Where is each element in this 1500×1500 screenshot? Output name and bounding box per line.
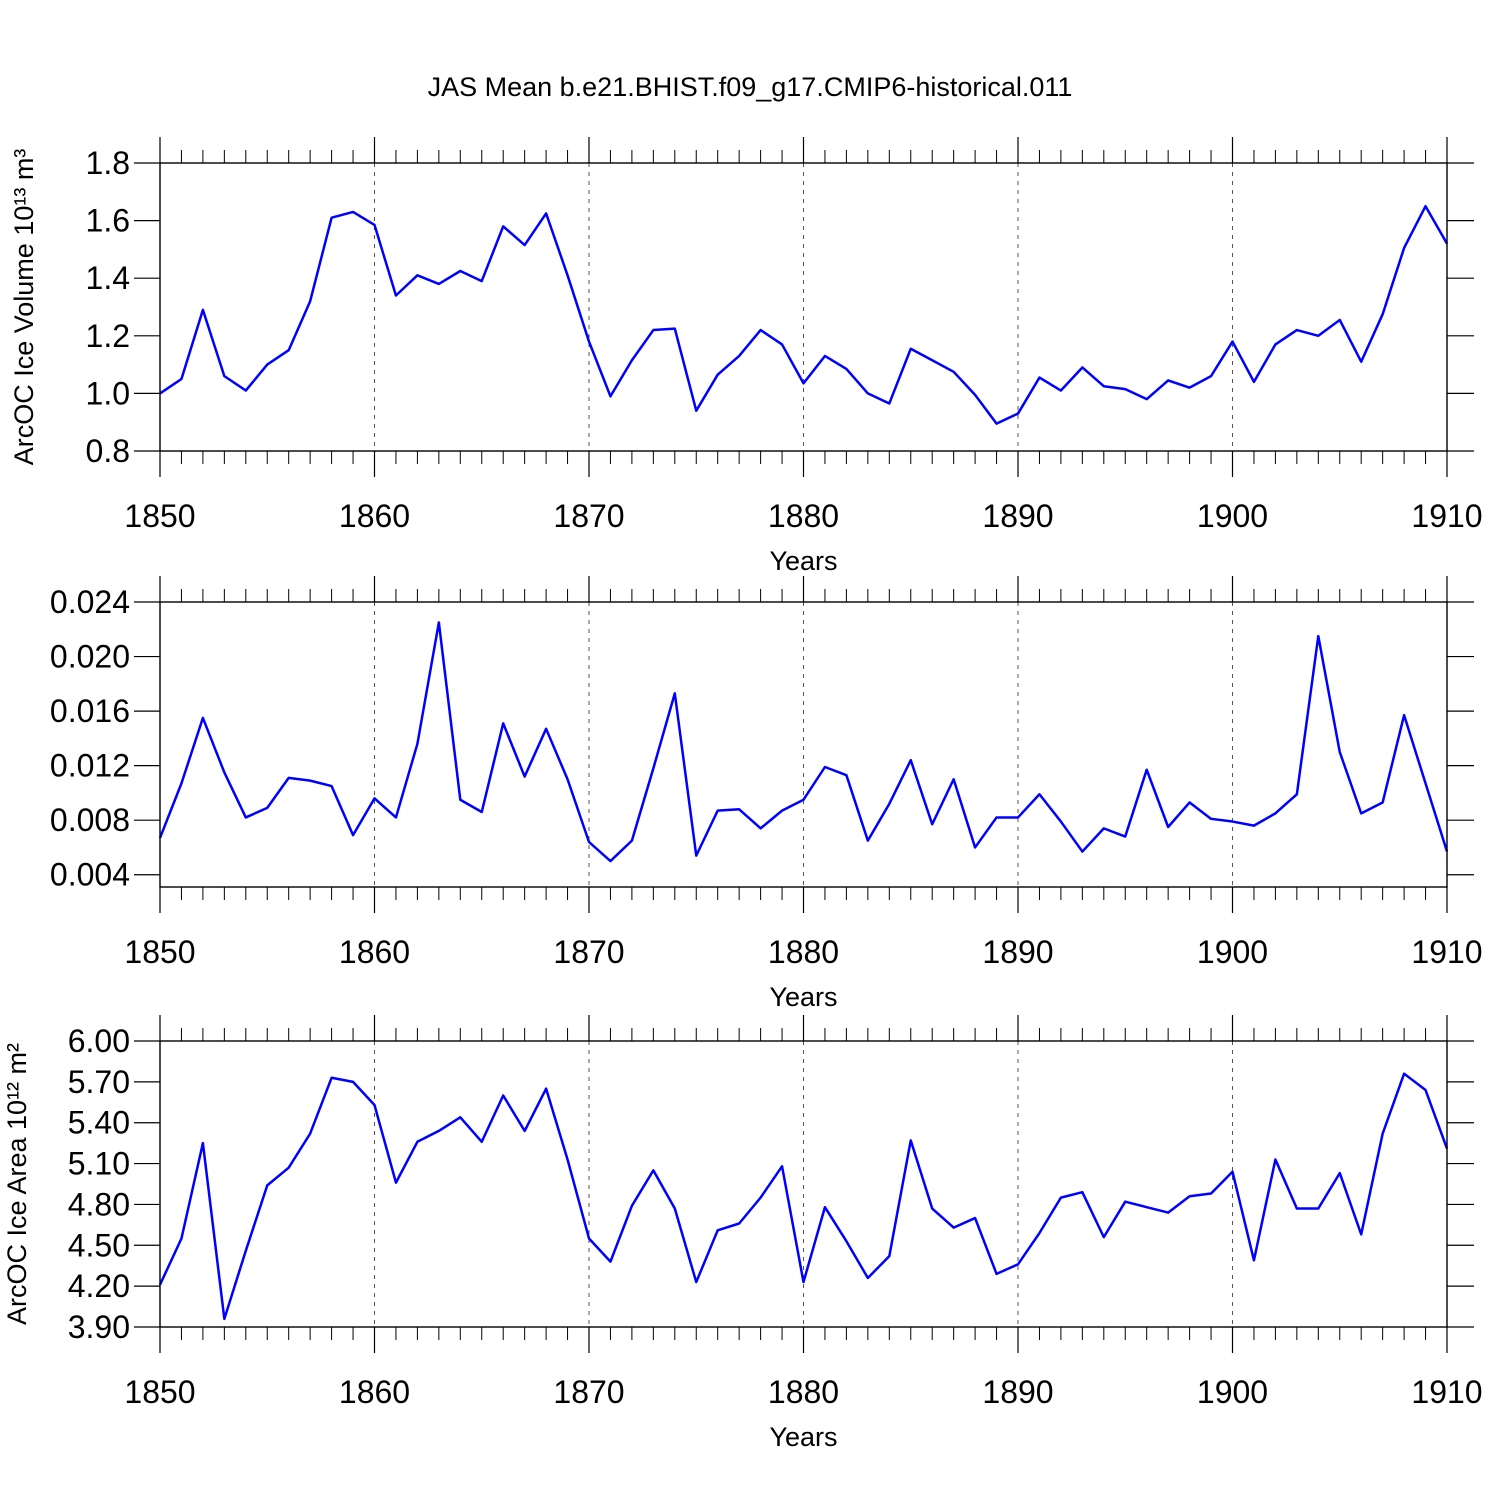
y-tick-label: 1.2 [86, 318, 130, 354]
y-tick-label: 4.20 [68, 1268, 130, 1304]
x-tick-label: 1890 [982, 498, 1053, 534]
y-axis-title: ArcOC Snow Volume 10¹³ m³ [0, 570, 1, 918]
data-line [158, 621, 1449, 863]
x-tick-label: 1880 [768, 934, 839, 970]
x-axis-title: Years [769, 1422, 837, 1452]
y-tick-label: 0.008 [50, 802, 130, 838]
plot-frame [159, 1040, 1448, 1328]
x-tick-label: 1850 [124, 934, 195, 970]
y-axis-title: ArcOC Ice Volume 10¹³ m³ [9, 149, 39, 466]
y-tick-label: 5.70 [68, 1064, 130, 1100]
y-tick-label: 1.8 [86, 145, 130, 181]
x-tick-label: 1880 [768, 1374, 839, 1410]
y-tick-label: 1.0 [86, 375, 130, 411]
x-tick-label: 1860 [339, 498, 410, 534]
y-tick-label: 0.8 [86, 433, 130, 469]
y-tick-label: 0.020 [50, 639, 130, 675]
x-tick-label: 1870 [553, 1374, 624, 1410]
y-tick-label: 0.024 [50, 584, 130, 620]
y-tick-label: 5.10 [68, 1146, 130, 1182]
chart-title: JAS Mean b.e21.BHIST.f09_g17.CMIP6-histo… [428, 72, 1073, 102]
x-tick-label: 1870 [553, 498, 624, 534]
y-tick-label: 3.90 [68, 1309, 130, 1345]
y-tick-label: 6.00 [68, 1023, 130, 1059]
x-axis-title: Years [769, 982, 837, 1012]
x-tick-label: 1910 [1411, 1374, 1482, 1410]
x-tick-label: 1880 [768, 498, 839, 534]
x-tick-label: 1900 [1197, 934, 1268, 970]
y-tick-label: 0.004 [50, 857, 130, 893]
x-tick-label: 1860 [339, 1374, 410, 1410]
x-tick-label: 1910 [1411, 934, 1482, 970]
x-tick-label: 1910 [1411, 498, 1482, 534]
x-tick-label: 1900 [1197, 498, 1268, 534]
plot-frame [159, 601, 1448, 888]
x-tick-label: 1900 [1197, 1374, 1268, 1410]
y-tick-label: 4.80 [68, 1186, 130, 1222]
y-axis-title: ArcOC Ice Area 10¹² m² [2, 1043, 32, 1325]
y-tick-label: 5.40 [68, 1105, 130, 1141]
x-tick-label: 1850 [124, 498, 195, 534]
data-line [159, 204, 1449, 425]
y-tick-label: 1.4 [86, 260, 130, 296]
y-tick-label: 0.012 [50, 748, 130, 784]
y-tick-label: 1.6 [86, 203, 130, 239]
x-tick-label: 1890 [982, 1374, 1053, 1410]
x-tick-label: 1850 [124, 1374, 195, 1410]
data-line [158, 1072, 1449, 1321]
x-tick-label: 1890 [982, 934, 1053, 970]
y-tick-label: 4.50 [68, 1227, 130, 1263]
x-tick-label: 1860 [339, 934, 410, 970]
y-tick-label: 0.016 [50, 693, 130, 729]
plot-frame [159, 162, 1448, 452]
x-axis-title: Years [769, 546, 837, 576]
x-tick-label: 1870 [553, 934, 624, 970]
